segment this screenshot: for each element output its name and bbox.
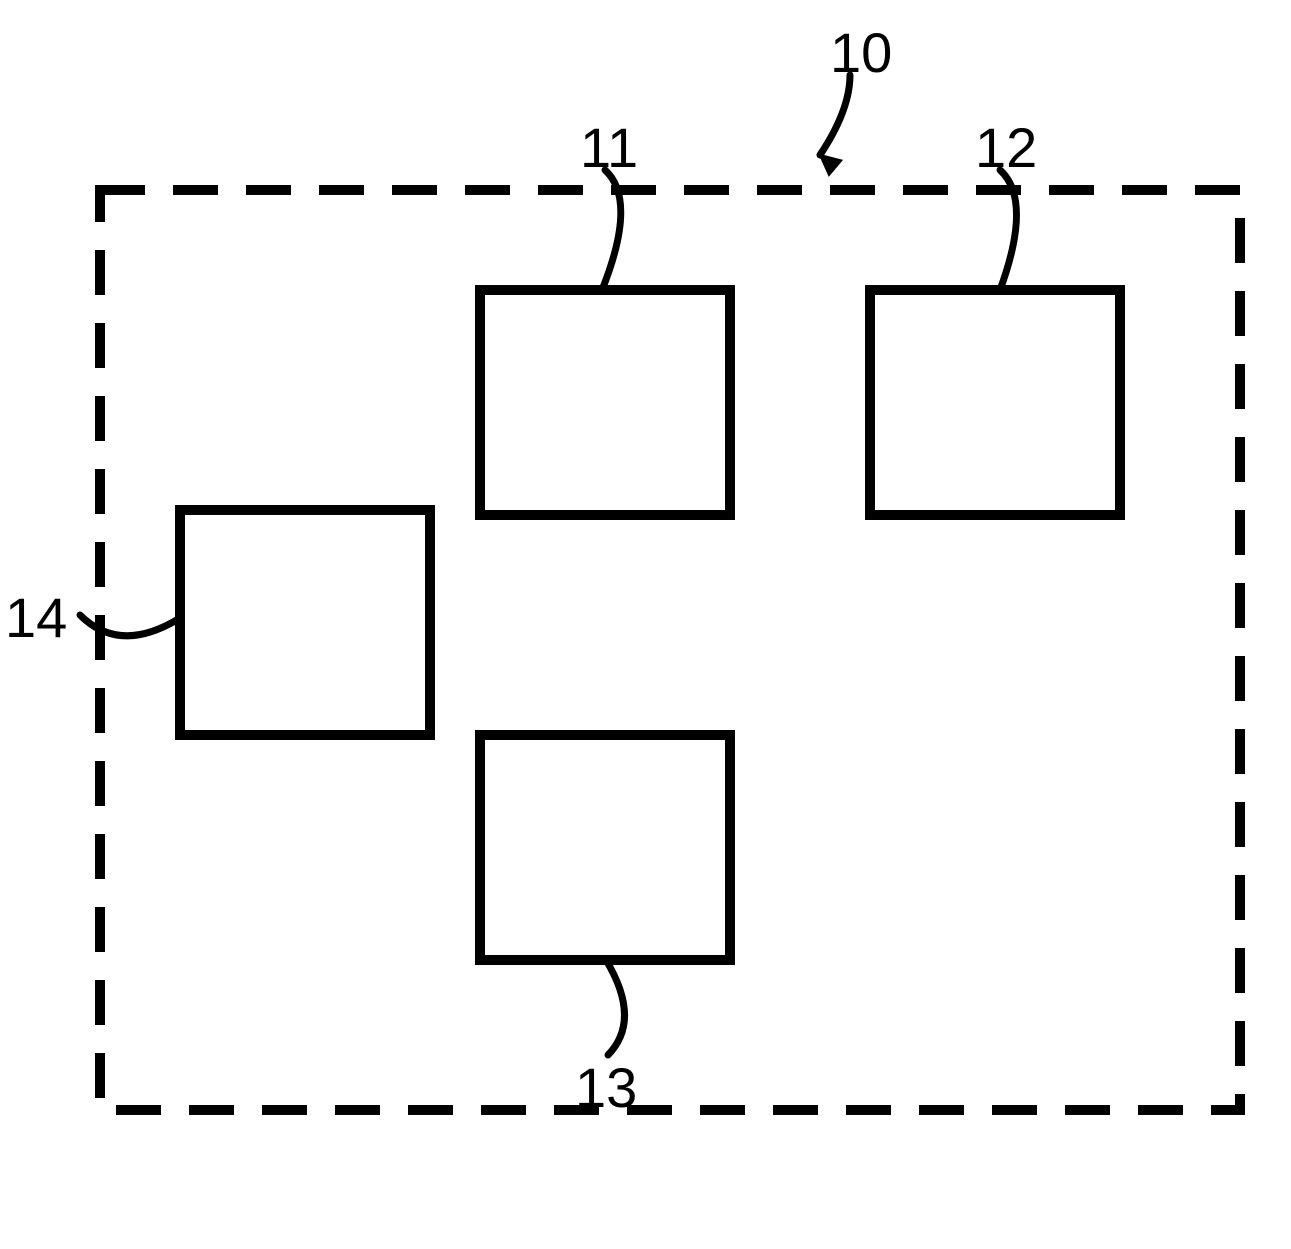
leader-10 — [820, 75, 850, 155]
leader-13 — [606, 960, 625, 1055]
box-12 — [870, 290, 1120, 515]
box-11 — [480, 290, 730, 515]
label-ref-12: 12 — [975, 115, 1037, 180]
label-ref-11: 11 — [580, 115, 638, 180]
diagram-canvas: 10 11 12 13 14 — [0, 0, 1291, 1249]
diagram-svg — [0, 0, 1291, 1249]
leaders-group — [80, 75, 1017, 1055]
box-13 — [480, 735, 730, 960]
box-14 — [180, 510, 430, 735]
label-ref-10: 10 — [830, 20, 892, 85]
container-rect — [100, 190, 1240, 1110]
label-ref-13: 13 — [575, 1055, 637, 1120]
label-ref-14: 14 — [5, 585, 67, 650]
boxes-group — [180, 290, 1120, 960]
leader-10-arrowhead — [820, 155, 841, 175]
